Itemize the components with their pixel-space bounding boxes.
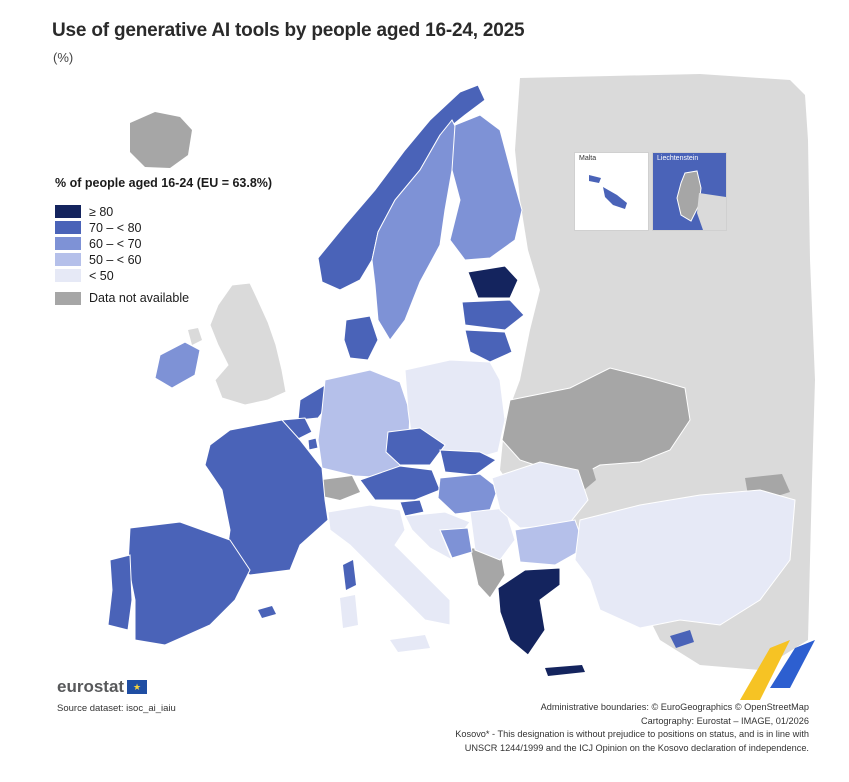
switzerland — [322, 476, 360, 500]
hungary — [437, 473, 499, 515]
bulgaria — [514, 519, 586, 566]
legend: % of people aged 16-24 (EU = 63.8%) ≥ 80… — [55, 176, 272, 306]
credit-line: Administrative boundaries: © EuroGeograp… — [540, 702, 809, 712]
turkey — [574, 489, 796, 629]
legend-label: 60 – < 70 — [89, 236, 142, 251]
legend-label: Data not available — [89, 291, 190, 305]
denmark — [343, 315, 379, 361]
balearic-islands — [258, 606, 276, 618]
estonia — [467, 265, 519, 299]
ireland — [154, 341, 201, 389]
sicily — [390, 635, 430, 652]
legend-item-na: Data not available — [55, 290, 272, 306]
slovenia — [399, 499, 425, 517]
legend-item: ≥ 80 — [55, 204, 272, 219]
logo-text: eurostat — [57, 677, 125, 696]
legend-item: 70 – < 80 — [55, 220, 272, 235]
credit-line: Kosovo* - This designation is without pr… — [455, 729, 809, 739]
italy — [327, 504, 451, 626]
cyprus — [670, 630, 694, 648]
legend-swatch — [55, 253, 81, 266]
portugal — [107, 554, 133, 631]
czechia — [385, 427, 446, 466]
luxembourg — [307, 437, 319, 451]
eu-flag-icon: ★ — [127, 680, 148, 694]
bosnia-herzegovina — [439, 527, 473, 559]
credits: Administrative boundaries: © EuroGeograp… — [389, 701, 809, 755]
sweden — [371, 119, 463, 341]
ukraine — [501, 367, 691, 481]
legend-item: 50 – < 60 — [55, 252, 272, 267]
crete — [545, 665, 585, 676]
france — [204, 419, 329, 576]
malta-inset: Malta — [574, 152, 649, 231]
legend-swatch — [55, 221, 81, 234]
iceland — [130, 112, 192, 168]
legend-item: < 50 — [55, 268, 272, 283]
credit-line: UNSCR 1244/1999 and the ICJ Opinion on t… — [464, 742, 809, 753]
legend-label: < 50 — [89, 268, 114, 283]
legend-swatch — [55, 237, 81, 250]
corsica — [343, 560, 356, 590]
latvia — [461, 299, 525, 331]
northern-ireland — [188, 328, 202, 345]
romania — [491, 461, 589, 529]
malta-map — [589, 175, 627, 209]
legend-swatch — [55, 205, 81, 218]
legend-label: ≥ 80 — [89, 204, 114, 219]
legend-label: 70 – < 80 — [89, 220, 142, 235]
moldova — [572, 460, 596, 490]
slovakia — [439, 449, 497, 476]
legend-label: 50 – < 60 — [89, 252, 142, 267]
map-title: Use of generative AI tools by people age… — [52, 20, 525, 41]
legend-title: % of people aged 16-24 (EU = 63.8%) — [55, 176, 273, 190]
liechtenstein-inset: Liechtenstein — [652, 152, 727, 231]
eurostat-accent-shape — [740, 640, 815, 700]
legend-item: 60 – < 70 — [55, 236, 272, 251]
source-note: Source dataset: isoc_ai_iaiu — [57, 703, 176, 714]
legend-swatch — [55, 291, 81, 305]
eurostat-logo: eurostat ★ — [57, 677, 148, 697]
spain — [127, 521, 251, 646]
great-britain — [209, 282, 287, 406]
greece — [497, 567, 561, 656]
map-subtitle: (%) — [53, 50, 74, 65]
finland — [449, 114, 523, 261]
liechtenstein-inset-label: Liechtenstein — [657, 155, 699, 162]
sardinia — [340, 595, 358, 628]
malta-inset-label: Malta — [579, 155, 597, 162]
lithuania — [464, 329, 513, 363]
legend-swatch — [55, 269, 81, 282]
credit-line: Cartography: Eurostat – IMAGE, 01/2026 — [640, 715, 809, 726]
liechtenstein-map — [676, 170, 726, 230]
